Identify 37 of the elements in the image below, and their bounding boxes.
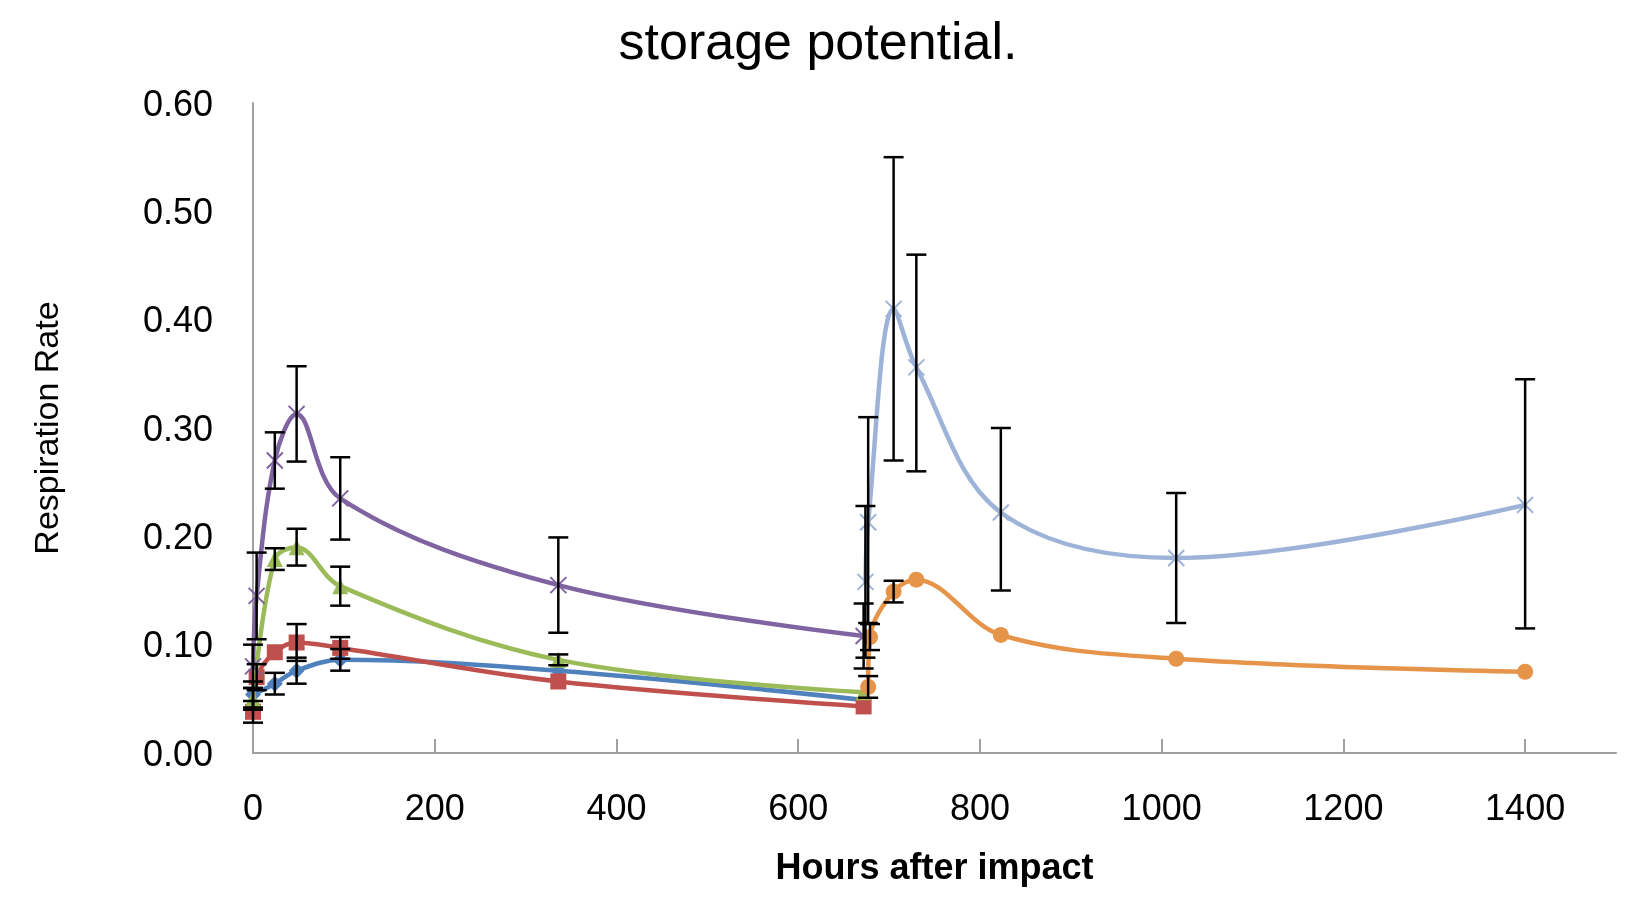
point xyxy=(550,673,567,690)
point xyxy=(331,489,350,508)
x-tick-label: 1400 xyxy=(1485,786,1566,828)
chart-title: storage potential. xyxy=(618,12,1018,70)
point xyxy=(991,503,1010,522)
x-tick-label: 0 xyxy=(242,786,264,828)
point xyxy=(266,644,283,661)
point xyxy=(856,572,875,591)
point xyxy=(265,451,284,470)
point xyxy=(884,299,903,318)
x-tick-label: 800 xyxy=(949,786,1010,828)
x-tick-label: 600 xyxy=(768,786,829,828)
point xyxy=(1516,495,1535,514)
y-axis-title: Respiration Rate xyxy=(27,301,65,555)
y-tick-label: 0.20 xyxy=(142,515,213,557)
x-tick-label: 1200 xyxy=(1303,786,1384,828)
x-tick-label: 400 xyxy=(586,786,647,828)
point xyxy=(287,404,306,423)
y-tick-label: 0.00 xyxy=(142,732,213,774)
point xyxy=(992,626,1009,643)
y-tick-label: 0.50 xyxy=(142,190,213,232)
y-tick-label: 0.40 xyxy=(142,299,213,341)
x-tick-label: 1000 xyxy=(1121,786,1202,828)
point xyxy=(244,657,262,676)
point xyxy=(908,571,925,588)
point xyxy=(859,513,878,532)
point xyxy=(1517,663,1534,680)
point xyxy=(1168,650,1185,667)
point xyxy=(247,586,266,605)
y-tick-label: 0.60 xyxy=(142,82,213,124)
x-tick-label: 200 xyxy=(404,786,465,828)
point xyxy=(907,358,926,377)
y-tick-label: 0.30 xyxy=(142,407,213,449)
point xyxy=(1167,549,1186,567)
point xyxy=(549,576,568,595)
y-tick-label: 0.10 xyxy=(142,624,213,666)
x-axis-title: Hours after impact xyxy=(775,845,1094,887)
